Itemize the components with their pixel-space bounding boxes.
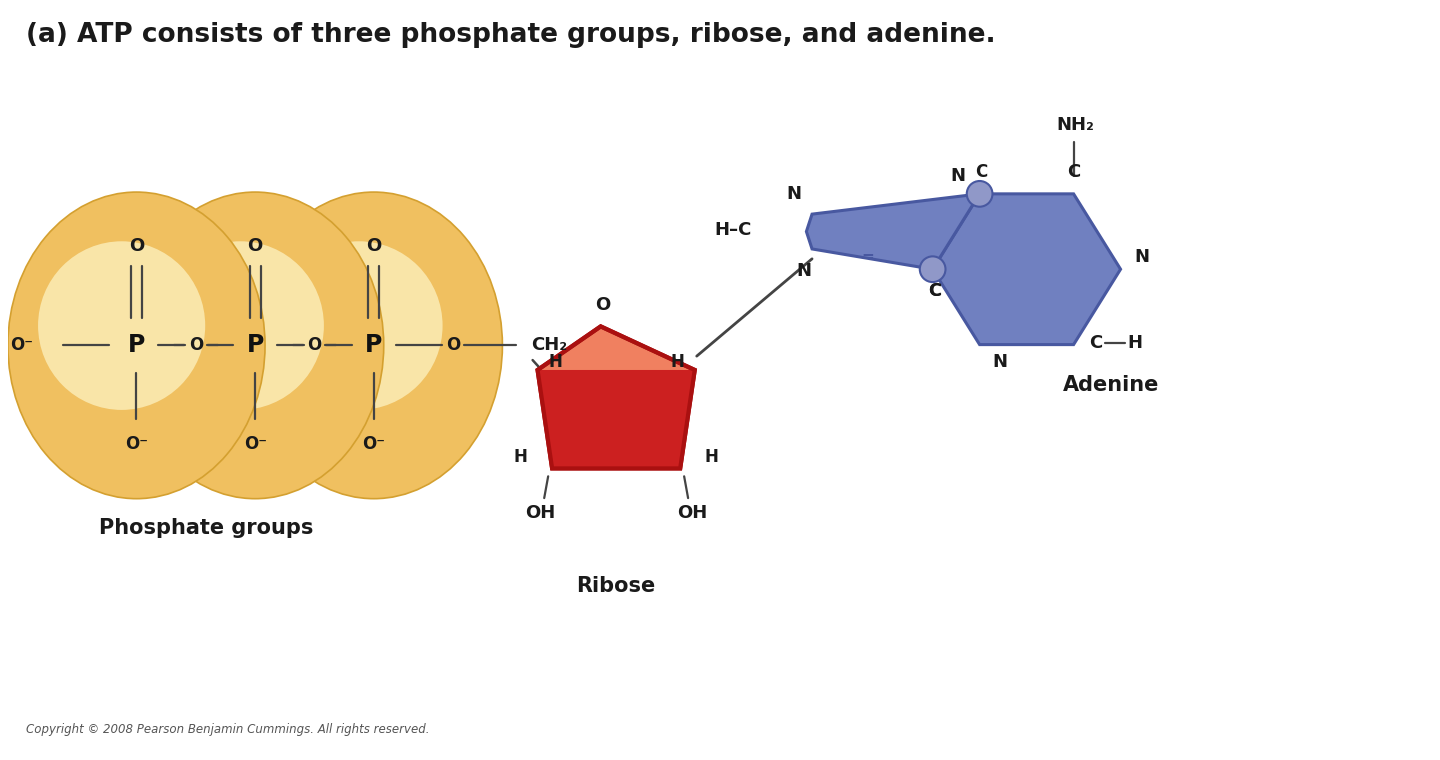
Ellipse shape	[37, 241, 206, 410]
Text: H: H	[670, 353, 684, 371]
Text: H: H	[706, 448, 719, 466]
Text: H: H	[549, 353, 562, 371]
Polygon shape	[806, 194, 979, 269]
Text: NH₂: NH₂	[1057, 116, 1094, 134]
Ellipse shape	[245, 192, 503, 499]
Text: OH: OH	[677, 504, 707, 522]
Text: Phosphate groups: Phosphate groups	[98, 518, 312, 538]
Text: Adenine: Adenine	[1063, 375, 1159, 395]
Text: N: N	[950, 167, 965, 185]
Text: O⁻: O⁻	[10, 337, 33, 354]
Text: N: N	[992, 353, 1007, 372]
Text: P: P	[366, 334, 383, 357]
Polygon shape	[933, 194, 1120, 344]
Text: H: H	[1128, 334, 1142, 352]
Polygon shape	[537, 370, 694, 468]
Text: H: H	[514, 448, 527, 466]
Text: P: P	[246, 334, 264, 357]
Text: C: C	[929, 282, 940, 300]
Text: C: C	[1067, 163, 1080, 181]
Text: O: O	[307, 337, 321, 354]
Circle shape	[920, 256, 946, 282]
Text: O: O	[128, 237, 144, 255]
Text: C: C	[927, 282, 942, 300]
Text: CH₂: CH₂	[531, 337, 567, 354]
Text: OH: OH	[526, 504, 556, 522]
Text: O⁻: O⁻	[125, 435, 148, 453]
Text: O⁻: O⁻	[363, 435, 386, 453]
Text: O: O	[595, 296, 611, 314]
Circle shape	[966, 181, 992, 207]
Text: O⁻: O⁻	[243, 435, 266, 453]
Text: =: =	[861, 249, 874, 264]
Text: C: C	[975, 163, 988, 181]
Text: P: P	[128, 334, 145, 357]
Polygon shape	[537, 326, 694, 468]
Text: N: N	[1135, 249, 1149, 266]
Text: C: C	[1089, 334, 1102, 352]
Text: N: N	[796, 261, 812, 280]
Text: (a) ATP consists of three phosphate groups, ribose, and adenine.: (a) ATP consists of three phosphate grou…	[26, 22, 995, 48]
Ellipse shape	[157, 241, 324, 410]
Text: H–C: H–C	[714, 220, 752, 239]
Text: Copyright © 2008 Pearson Benjamin Cummings. All rights reserved.: Copyright © 2008 Pearson Benjamin Cummin…	[26, 723, 429, 736]
Ellipse shape	[275, 241, 442, 410]
Ellipse shape	[7, 192, 265, 499]
Ellipse shape	[127, 192, 383, 499]
Text: O: O	[248, 237, 262, 255]
Text: O: O	[189, 337, 203, 354]
Text: N: N	[786, 185, 802, 204]
Text: Ribose: Ribose	[576, 576, 655, 596]
Text: O: O	[366, 237, 382, 255]
Text: O: O	[446, 337, 461, 354]
